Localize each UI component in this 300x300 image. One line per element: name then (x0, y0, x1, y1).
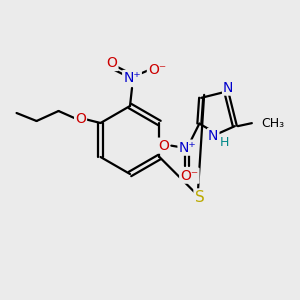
Text: CH₃: CH₃ (261, 117, 284, 130)
Text: O: O (158, 139, 169, 153)
Text: O: O (75, 112, 86, 126)
Text: N: N (223, 81, 233, 94)
Text: N⁺: N⁺ (123, 71, 141, 85)
Text: O: O (106, 56, 117, 70)
Text: H: H (220, 136, 229, 149)
Text: O⁻: O⁻ (180, 169, 199, 183)
Text: O⁻: O⁻ (148, 63, 166, 77)
Text: N: N (208, 129, 218, 143)
Text: S: S (195, 190, 204, 205)
Text: N⁺: N⁺ (178, 141, 196, 155)
